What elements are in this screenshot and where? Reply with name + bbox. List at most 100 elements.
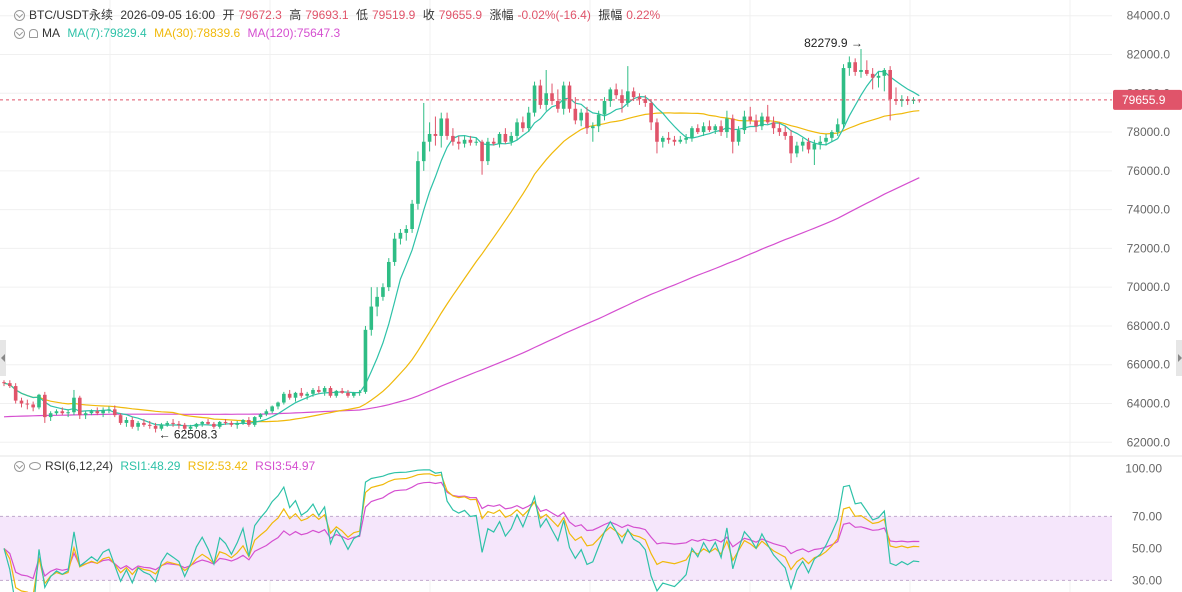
candle-body bbox=[550, 93, 554, 102]
candle-body bbox=[614, 89, 618, 96]
candle-body bbox=[95, 411, 100, 414]
candle bbox=[666, 132, 671, 144]
candle bbox=[888, 66, 892, 121]
ma-label: MA bbox=[42, 26, 60, 40]
candle bbox=[596, 110, 601, 133]
amplitude-label: 振幅 bbox=[598, 8, 623, 22]
candle bbox=[54, 409, 59, 416]
candle-body bbox=[54, 411, 59, 414]
collapse-chevron-icon[interactable] bbox=[14, 10, 25, 21]
candle-body bbox=[165, 422, 170, 425]
candle bbox=[83, 411, 88, 420]
candle-body bbox=[660, 137, 665, 142]
high-price-annotation: 82279.9 → bbox=[804, 36, 863, 50]
candle bbox=[789, 130, 793, 164]
candle bbox=[777, 122, 782, 136]
amplitude-value: 0.22% bbox=[626, 8, 661, 22]
candle-body bbox=[730, 118, 735, 142]
candle-body bbox=[223, 421, 228, 423]
rsi-band bbox=[0, 516, 1112, 581]
candle-body bbox=[608, 89, 613, 102]
candle bbox=[591, 122, 595, 142]
candle-body bbox=[806, 141, 811, 150]
current-price-label: 79655.9 bbox=[1122, 93, 1166, 107]
candle bbox=[352, 391, 356, 398]
candle-body bbox=[200, 421, 205, 424]
candle-body bbox=[328, 388, 333, 396]
candle-body bbox=[573, 108, 578, 121]
candle bbox=[660, 135, 665, 148]
candle bbox=[614, 83, 618, 100]
candle bbox=[719, 120, 723, 136]
candle bbox=[783, 126, 788, 140]
candle bbox=[911, 97, 916, 104]
candle bbox=[48, 411, 53, 421]
candle bbox=[270, 405, 274, 414]
candle bbox=[118, 413, 123, 425]
candle-body bbox=[631, 91, 636, 98]
rsi2-value: RSI2:53.42 bbox=[187, 459, 248, 473]
ma120-line bbox=[3, 177, 920, 418]
candle-body bbox=[637, 97, 642, 100]
candle-body bbox=[217, 421, 222, 427]
candle bbox=[556, 89, 560, 113]
candle-body bbox=[346, 392, 350, 396]
rsi3-value: RSI3:54.97 bbox=[255, 459, 316, 473]
candle bbox=[824, 133, 828, 146]
candle bbox=[136, 420, 140, 431]
candle bbox=[112, 405, 117, 418]
candle bbox=[521, 116, 525, 133]
rsi-tick-label: 30.00 bbox=[1132, 573, 1162, 587]
candle bbox=[282, 391, 286, 405]
candle bbox=[480, 139, 484, 175]
candle-body bbox=[882, 69, 887, 76]
candle bbox=[328, 386, 333, 398]
close-value: 79655.9 bbox=[438, 8, 483, 22]
candle-body bbox=[742, 116, 747, 131]
rsi-collapse-chevron-icon[interactable] bbox=[14, 461, 25, 472]
price-tick-label: 76000.0 bbox=[1127, 164, 1171, 178]
candle bbox=[386, 258, 391, 292]
candle bbox=[363, 325, 368, 394]
candle bbox=[241, 419, 245, 425]
candle-body bbox=[544, 93, 548, 105]
candle bbox=[43, 391, 47, 423]
candle bbox=[77, 395, 82, 420]
price-tick-label: 66000.0 bbox=[1127, 358, 1171, 372]
rsi-legend: RSI(6,12,24) RSI1:48.29 RSI2:53.42 RSI3:… bbox=[14, 458, 319, 474]
candle-body bbox=[66, 412, 70, 414]
candle bbox=[60, 407, 65, 416]
candle bbox=[427, 122, 432, 152]
candle-body bbox=[532, 85, 537, 113]
open-label: 开 bbox=[222, 8, 235, 22]
candle bbox=[894, 87, 898, 105]
rsi1-line bbox=[3, 469, 920, 592]
candle-body bbox=[462, 139, 467, 144]
candle bbox=[130, 417, 135, 429]
candle bbox=[276, 401, 280, 410]
rsi-tick-label: 70.00 bbox=[1132, 509, 1162, 523]
candle-body bbox=[77, 397, 82, 416]
candle bbox=[293, 391, 298, 402]
candle bbox=[445, 112, 449, 140]
close-label: 收 bbox=[422, 8, 435, 22]
candle-body bbox=[404, 229, 409, 233]
candle-body bbox=[655, 122, 659, 142]
ma-collapse-chevron-icon[interactable] bbox=[14, 28, 25, 39]
alert-bell-icon[interactable] bbox=[29, 29, 38, 38]
price-tick-label: 70000.0 bbox=[1127, 280, 1171, 294]
candle-body bbox=[118, 415, 123, 423]
candle bbox=[771, 116, 776, 134]
scroll-left-handle[interactable] bbox=[0, 340, 6, 376]
eye-icon[interactable] bbox=[29, 462, 41, 470]
candle bbox=[532, 81, 537, 117]
candle-body bbox=[363, 329, 368, 392]
candle-body bbox=[194, 423, 199, 427]
scroll-right-handle[interactable] bbox=[1176, 340, 1182, 376]
candle bbox=[107, 406, 111, 414]
candle bbox=[800, 137, 805, 152]
candle-body bbox=[649, 102, 653, 123]
candle bbox=[456, 135, 461, 150]
candle bbox=[695, 124, 700, 134]
